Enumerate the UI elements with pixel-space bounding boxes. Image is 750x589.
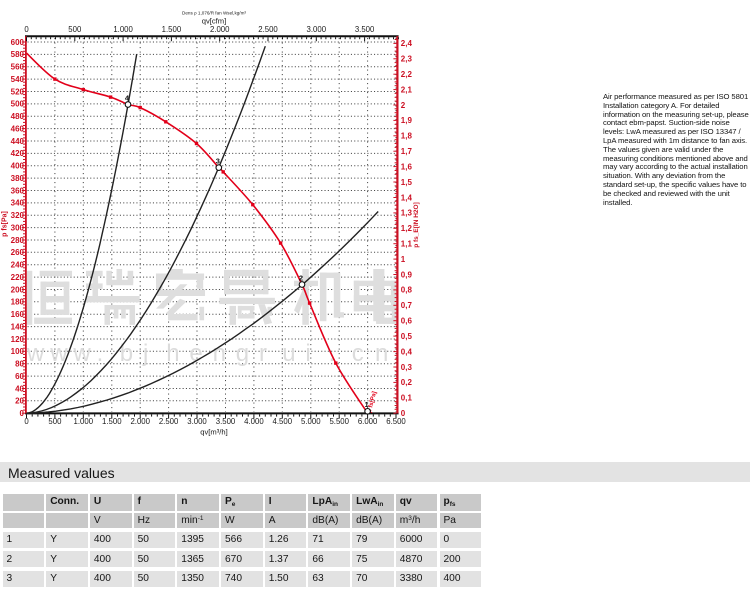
svg-text:3: 3 [216, 156, 220, 165]
svg-text:1.500: 1.500 [162, 25, 182, 34]
svg-text:340: 340 [11, 199, 25, 208]
svg-text:5.000: 5.000 [301, 417, 321, 426]
svg-text:200: 200 [11, 285, 25, 294]
svg-text:220: 220 [11, 273, 25, 282]
svg-text:400: 400 [11, 162, 25, 171]
svg-text:3.000: 3.000 [187, 417, 207, 426]
svg-text:1.000: 1.000 [74, 417, 94, 426]
svg-text:1.000: 1.000 [113, 25, 133, 34]
svg-text:2: 2 [299, 273, 303, 282]
svg-text:p fs[Pa]: p fs[Pa] [2, 211, 9, 237]
svg-text:80: 80 [15, 360, 24, 369]
svg-text:1: 1 [401, 255, 406, 264]
svg-text:0,6: 0,6 [401, 317, 413, 326]
svg-text:0: 0 [24, 25, 29, 34]
svg-text:p fs[Pa]: p fs[Pa] [367, 391, 378, 414]
svg-text:0: 0 [20, 409, 25, 418]
svg-text:2: 2 [401, 101, 406, 110]
svg-text:4: 4 [125, 93, 130, 102]
svg-text:0,1: 0,1 [401, 394, 413, 403]
svg-text:60: 60 [15, 372, 24, 381]
svg-text:520: 520 [11, 87, 25, 96]
svg-text:600: 600 [11, 38, 25, 47]
svg-text:240: 240 [11, 261, 25, 270]
svg-text:1,2: 1,2 [401, 224, 413, 233]
svg-text:40: 40 [15, 384, 24, 393]
svg-text:360: 360 [11, 186, 25, 195]
svg-text:1,5: 1,5 [401, 178, 413, 187]
svg-text:0,3: 0,3 [401, 363, 413, 372]
svg-text:540: 540 [11, 75, 25, 84]
svg-text:1,3: 1,3 [401, 209, 413, 218]
svg-text:Dens ρ 1,076/R fan Wsel,kg/m³: Dens ρ 1,076/R fan Wsel,kg/m³ [182, 11, 246, 16]
svg-text:2,4: 2,4 [401, 39, 413, 48]
svg-text:460: 460 [11, 124, 25, 133]
svg-text:1,1: 1,1 [401, 240, 413, 249]
svg-text:www.bjhengrui.cn: www.bjhengrui.cn [26, 340, 388, 367]
svg-text:500: 500 [68, 25, 82, 34]
svg-text:20: 20 [15, 397, 24, 406]
svg-text:2,3: 2,3 [401, 55, 413, 64]
svg-text:1: 1 [365, 400, 369, 409]
svg-text:4.000: 4.000 [244, 417, 264, 426]
svg-text:2.500: 2.500 [159, 417, 179, 426]
svg-text:480: 480 [11, 112, 25, 121]
svg-text:1.500: 1.500 [102, 417, 122, 426]
svg-text:3.500: 3.500 [355, 25, 375, 34]
svg-text:180: 180 [11, 298, 25, 307]
svg-text:380: 380 [11, 174, 25, 183]
svg-text:320: 320 [11, 211, 25, 220]
svg-text:0,8: 0,8 [401, 286, 413, 295]
svg-text:0: 0 [401, 409, 406, 418]
svg-text:5.500: 5.500 [329, 417, 349, 426]
svg-text:140: 140 [11, 322, 25, 331]
svg-text:0: 0 [24, 417, 29, 426]
svg-text:420: 420 [11, 149, 25, 158]
svg-text:2,2: 2,2 [401, 70, 413, 79]
svg-text:p fs_E[IN H2O]: p fs_E[IN H2O] [413, 202, 420, 248]
svg-text:6.500: 6.500 [386, 417, 406, 426]
svg-text:6.000: 6.000 [358, 417, 378, 426]
svg-text:0,9: 0,9 [401, 270, 413, 279]
svg-text:500: 500 [48, 417, 62, 426]
svg-text:qv[cfm]: qv[cfm] [202, 17, 226, 26]
svg-text:300: 300 [11, 223, 25, 232]
svg-text:0,7: 0,7 [401, 301, 413, 310]
svg-text:0,2: 0,2 [401, 378, 413, 387]
svg-text:qv[m³/h]: qv[m³/h] [200, 428, 227, 437]
svg-text:280: 280 [11, 236, 25, 245]
svg-text:440: 440 [11, 137, 25, 146]
svg-text:4.500: 4.500 [273, 417, 293, 426]
svg-text:2.000: 2.000 [130, 417, 150, 426]
svg-text:0,5: 0,5 [401, 332, 413, 341]
svg-text:560: 560 [11, 63, 25, 72]
svg-text:1,9: 1,9 [401, 116, 413, 125]
svg-text:1,6: 1,6 [401, 162, 413, 171]
svg-text:2.000: 2.000 [210, 25, 230, 34]
svg-text:100: 100 [11, 347, 25, 356]
svg-text:500: 500 [11, 100, 25, 109]
svg-text:0,4: 0,4 [401, 347, 413, 356]
svg-text:2,1: 2,1 [401, 85, 413, 94]
svg-text:160: 160 [11, 310, 25, 319]
svg-text:3.500: 3.500 [216, 417, 236, 426]
svg-text:2.500: 2.500 [258, 25, 278, 34]
svg-text:3.000: 3.000 [307, 25, 327, 34]
svg-text:1,7: 1,7 [401, 147, 413, 156]
svg-text:260: 260 [11, 248, 25, 257]
svg-text:1,8: 1,8 [401, 132, 413, 141]
svg-text:1,4: 1,4 [401, 193, 413, 202]
svg-text:580: 580 [11, 50, 25, 59]
svg-text:120: 120 [11, 335, 25, 344]
